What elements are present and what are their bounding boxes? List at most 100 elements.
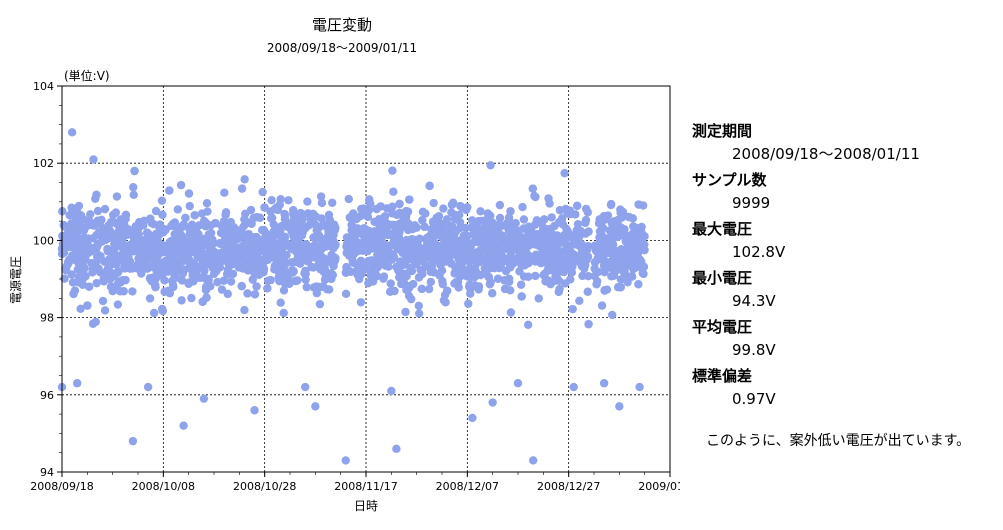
data-point (563, 226, 572, 235)
data-point (581, 204, 591, 214)
data-point (329, 261, 338, 271)
data-point (408, 224, 417, 234)
data-point (560, 169, 569, 178)
data-point (158, 210, 167, 219)
data-point (87, 259, 97, 268)
data-point (100, 204, 110, 214)
data-point (527, 227, 537, 237)
data-point (372, 204, 381, 214)
data-point (584, 242, 593, 251)
data-point (575, 232, 584, 241)
data-point (356, 298, 366, 307)
data-point (372, 271, 382, 281)
data-point (301, 275, 310, 284)
data-point (488, 236, 497, 245)
data-point (301, 266, 310, 276)
data-point (406, 264, 416, 274)
data-point (72, 243, 81, 252)
data-point (178, 268, 188, 278)
data-point (313, 233, 322, 242)
data-point (161, 242, 171, 252)
data-point (128, 244, 138, 253)
data-point (593, 277, 602, 286)
data-point (179, 235, 189, 244)
data-point (130, 166, 139, 176)
data-point (208, 263, 217, 272)
data-point (221, 240, 230, 249)
data-point (627, 271, 637, 281)
data-point (575, 296, 584, 305)
data-point (259, 264, 268, 273)
data-point (450, 210, 459, 220)
data-point (599, 379, 609, 388)
data-point (470, 272, 479, 282)
data-point (608, 310, 617, 320)
data-point (322, 285, 332, 294)
data-point (104, 221, 113, 230)
data-point (460, 266, 469, 275)
data-point (168, 262, 178, 271)
data-point (153, 247, 162, 257)
data-point (478, 245, 487, 255)
data-point (531, 271, 540, 281)
data-point (516, 280, 526, 289)
data-point (417, 254, 426, 264)
data-point (250, 233, 259, 242)
data-point (311, 402, 320, 411)
data-point (92, 278, 101, 288)
data-point (297, 257, 306, 266)
data-point (302, 282, 311, 292)
data-point (578, 271, 587, 281)
y-tick-label: 94 (40, 466, 54, 479)
data-point (599, 261, 609, 270)
data-point (184, 254, 194, 264)
unit-label: (単位:V) (64, 68, 110, 83)
data-point (318, 221, 327, 230)
data-point (577, 262, 587, 271)
data-point (348, 258, 358, 267)
data-point (470, 223, 479, 232)
x-tick-label: 2008/09/18 (30, 480, 93, 493)
data-point (471, 236, 480, 246)
data-point (228, 269, 238, 279)
data-point (395, 199, 404, 209)
data-point (198, 254, 208, 263)
data-point (573, 219, 583, 229)
data-point (67, 203, 76, 212)
data-point (569, 382, 578, 392)
data-point (428, 254, 437, 264)
data-point (387, 386, 396, 396)
data-point (634, 280, 643, 289)
data-point (465, 244, 474, 254)
data-point (519, 215, 529, 224)
stat-value: 0.97V (732, 390, 776, 408)
data-point (483, 218, 492, 228)
data-point (89, 155, 98, 164)
data-point (487, 258, 496, 268)
data-point (517, 292, 526, 301)
data-point (185, 201, 194, 211)
data-point (555, 205, 565, 215)
data-point (185, 224, 194, 234)
data-point (151, 206, 161, 216)
data-point (238, 231, 248, 241)
data-point (92, 230, 101, 240)
data-point (252, 282, 261, 291)
data-point (289, 206, 298, 215)
data-point (267, 213, 277, 223)
data-point (590, 264, 599, 273)
data-point (378, 256, 387, 265)
y-tick-label: 100 (33, 234, 54, 247)
data-point (289, 245, 299, 254)
data-point (145, 247, 155, 256)
data-point (344, 194, 353, 204)
data-point (62, 262, 71, 271)
data-point (606, 200, 616, 210)
data-point (500, 284, 510, 294)
data-point (280, 209, 289, 219)
data-point (636, 257, 646, 266)
data-point (108, 210, 118, 220)
data-point (449, 241, 459, 250)
data-point (250, 290, 260, 299)
data-point (69, 289, 78, 299)
